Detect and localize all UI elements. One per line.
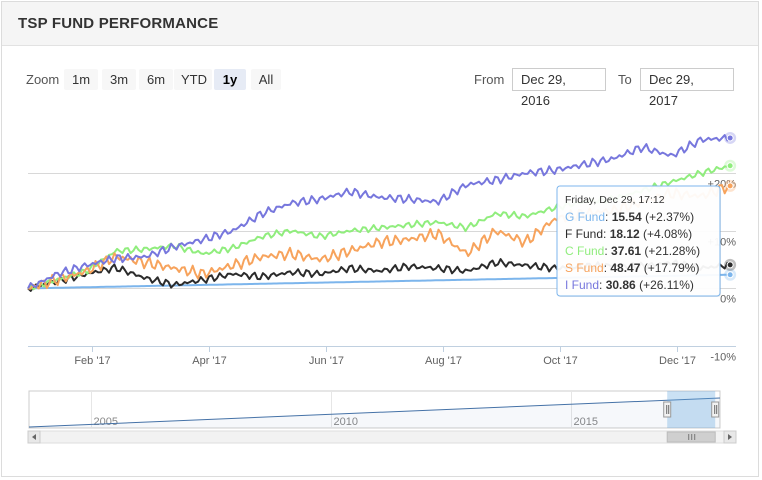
series-marker-g-fund[interactable]	[726, 271, 734, 279]
zoom-button-6m[interactable]: 6m	[139, 69, 173, 90]
tooltip-header: Friday, Dec 29, 17:12	[565, 194, 665, 206]
x-tick-label-oct-17: Oct '17	[543, 355, 578, 367]
x-tick-label-jun-17: Jun '17	[309, 355, 344, 367]
zoom-button-all[interactable]: All	[251, 69, 281, 90]
y-tick-label-10: -10%	[710, 352, 736, 364]
scroll-right-arrow-icon	[728, 434, 732, 440]
from-label: From	[474, 72, 505, 87]
navigator-tick-label-2005: 2005	[94, 416, 118, 428]
tooltip-box	[556, 185, 721, 297]
series-marker-i-fund[interactable]	[726, 134, 734, 142]
zoom-button-ytd[interactable]: YTD	[174, 69, 212, 90]
zoom-label: Zoom	[26, 72, 60, 87]
panel-title: TSP FUND PERFORMANCE	[18, 15, 219, 32]
zoom-button-1y[interactable]: 1y	[214, 69, 246, 90]
y-tick-label-0: 0%	[720, 294, 736, 306]
navigator-scrollbar-track[interactable]	[27, 430, 737, 444]
x-tick-label-feb-17: Feb '17	[74, 355, 110, 367]
from-date-input[interactable]: Dec 29, 2016	[512, 68, 606, 108]
series-marker-c-fund[interactable]	[726, 162, 734, 170]
x-tick-label-aug-17: Aug '17	[425, 355, 462, 367]
to-date-input[interactable]: Dec 29, 2017	[640, 68, 734, 108]
tooltip-row-s-fund: S Fund: 48.47 (+17.79%)	[565, 261, 699, 275]
tooltip-row-c-fund: C Fund: 37.61 (+21.28%)	[565, 244, 700, 258]
navigator-series-line	[28, 397, 721, 428]
series-marker-s-fund[interactable]	[726, 182, 734, 190]
panel-header: TSP FUND PERFORMANCE	[2, 2, 758, 46]
x-tick-label-apr-17: Apr '17	[192, 355, 227, 367]
navigator-frame	[28, 390, 721, 429]
zoom-button-3m[interactable]: 3m	[102, 69, 136, 90]
tooltip-row-i-fund: I Fund: 30.86 (+26.11%)	[565, 278, 694, 292]
x-tick-label-dec-17: Dec '17	[659, 355, 696, 367]
scroll-left-arrow-icon	[32, 434, 36, 440]
navigator-tick-label-2015: 2015	[574, 416, 598, 428]
series-marker-f-fund[interactable]	[726, 261, 734, 269]
tooltip-row-f-fund: F Fund: 18.12 (+4.08%)	[565, 227, 692, 241]
navigator-selected-range[interactable]	[667, 391, 716, 428]
zoom-button-1m[interactable]: 1m	[64, 69, 98, 90]
to-label: To	[618, 72, 632, 87]
navigator-tick-label-2010: 2010	[334, 416, 358, 428]
tooltip-row-g-fund: G Fund: 15.54 (+2.37%)	[565, 210, 694, 224]
series-line-i-fund	[27, 134, 731, 289]
